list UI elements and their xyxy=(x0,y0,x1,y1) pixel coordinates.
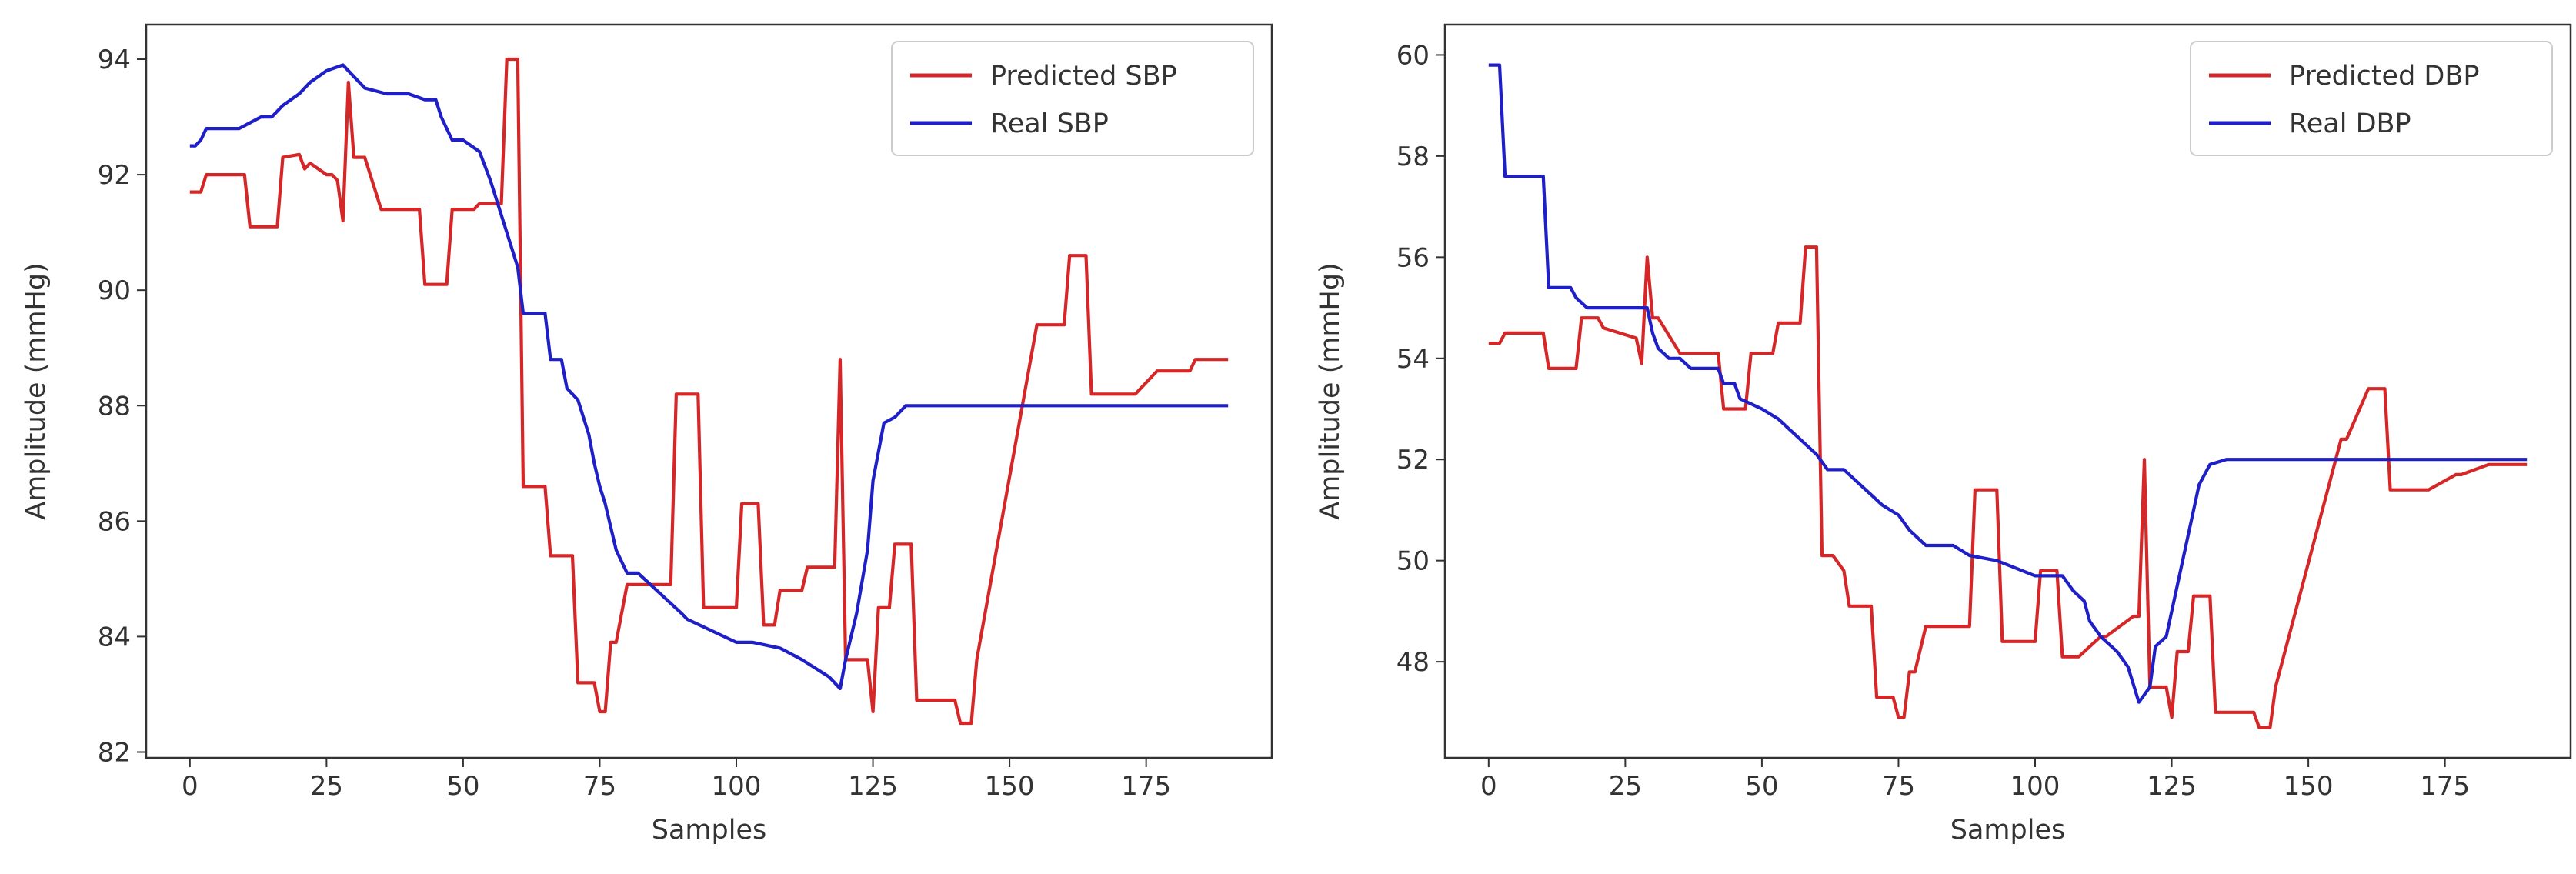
y-tick-label: 92 xyxy=(98,160,131,191)
legend-label: Predicted SBP xyxy=(990,61,1177,92)
x-tick-label: 100 xyxy=(712,771,762,802)
x-axis-label: Samples xyxy=(1950,815,2065,846)
legend-label: Predicted DBP xyxy=(2289,61,2480,92)
legend-box xyxy=(2190,41,2553,156)
series-line-predicted-dbp xyxy=(1488,245,2528,729)
legend: Predicted SBP Real SBP xyxy=(891,41,1254,156)
y-tick-label: 60 xyxy=(1396,40,1430,71)
x-tick-label: 50 xyxy=(446,771,479,802)
x-tick-label: 0 xyxy=(182,771,199,802)
x-tick-label: 0 xyxy=(1480,771,1497,802)
y-tick-label: 84 xyxy=(98,622,131,652)
y-tick-label: 54 xyxy=(1396,344,1430,375)
y-tick-label: 52 xyxy=(1396,445,1430,475)
x-tick-label: 150 xyxy=(2284,771,2334,802)
legend-label: Real DBP xyxy=(2289,108,2411,139)
plot-frame xyxy=(1443,23,2572,759)
series-line-real-sbp xyxy=(189,63,1229,691)
y-tick-label: 48 xyxy=(1396,647,1430,678)
legend-label: Real SBP xyxy=(990,108,1109,139)
x-tick-label: 75 xyxy=(583,771,616,802)
plot-frame xyxy=(145,23,1273,759)
x-axis-label: Samples xyxy=(652,815,766,846)
y-tick-label: 88 xyxy=(98,391,131,422)
x-tick-label: 25 xyxy=(310,771,343,802)
y-axis-label: Amplitude (mmHg) xyxy=(21,262,52,520)
x-tick-label: 125 xyxy=(2147,771,2197,802)
y-tick-label: 56 xyxy=(1396,242,1430,273)
x-tick-label: 25 xyxy=(1609,771,1642,802)
y-tick-label: 82 xyxy=(98,737,131,768)
x-tick-label: 175 xyxy=(2420,771,2470,802)
x-tick-label: 175 xyxy=(1121,771,1171,802)
legend-box xyxy=(891,41,1254,156)
y-tick-label: 90 xyxy=(98,275,131,306)
y-tick-label: 86 xyxy=(98,506,131,537)
sbp-chart: 0 25 50 75 100 125 150 175 82 84 86 88 90 92 94 Samples… xyxy=(21,23,1273,846)
x-tick-label: 100 xyxy=(2010,771,2060,802)
x-tick-label: 125 xyxy=(848,771,898,802)
x-tick-label: 150 xyxy=(985,771,1035,802)
y-tick-label: 58 xyxy=(1396,142,1430,172)
y-axis-label: Amplitude (mmHg) xyxy=(1315,262,1346,520)
series-line-predicted-sbp xyxy=(189,57,1229,726)
series-line-real-dbp xyxy=(1488,63,2528,704)
y-tick-label: 50 xyxy=(1396,546,1430,577)
x-tick-label: 75 xyxy=(1882,771,1915,802)
x-tick-label: 50 xyxy=(1745,771,1778,802)
dbp-chart: 0 25 50 75 100 125 150 175 48 50 52 54 56 58 60 Samples… xyxy=(1315,23,2572,846)
legend: Predicted DBP Real DBP xyxy=(2190,41,2553,156)
y-tick-label: 94 xyxy=(98,45,131,75)
